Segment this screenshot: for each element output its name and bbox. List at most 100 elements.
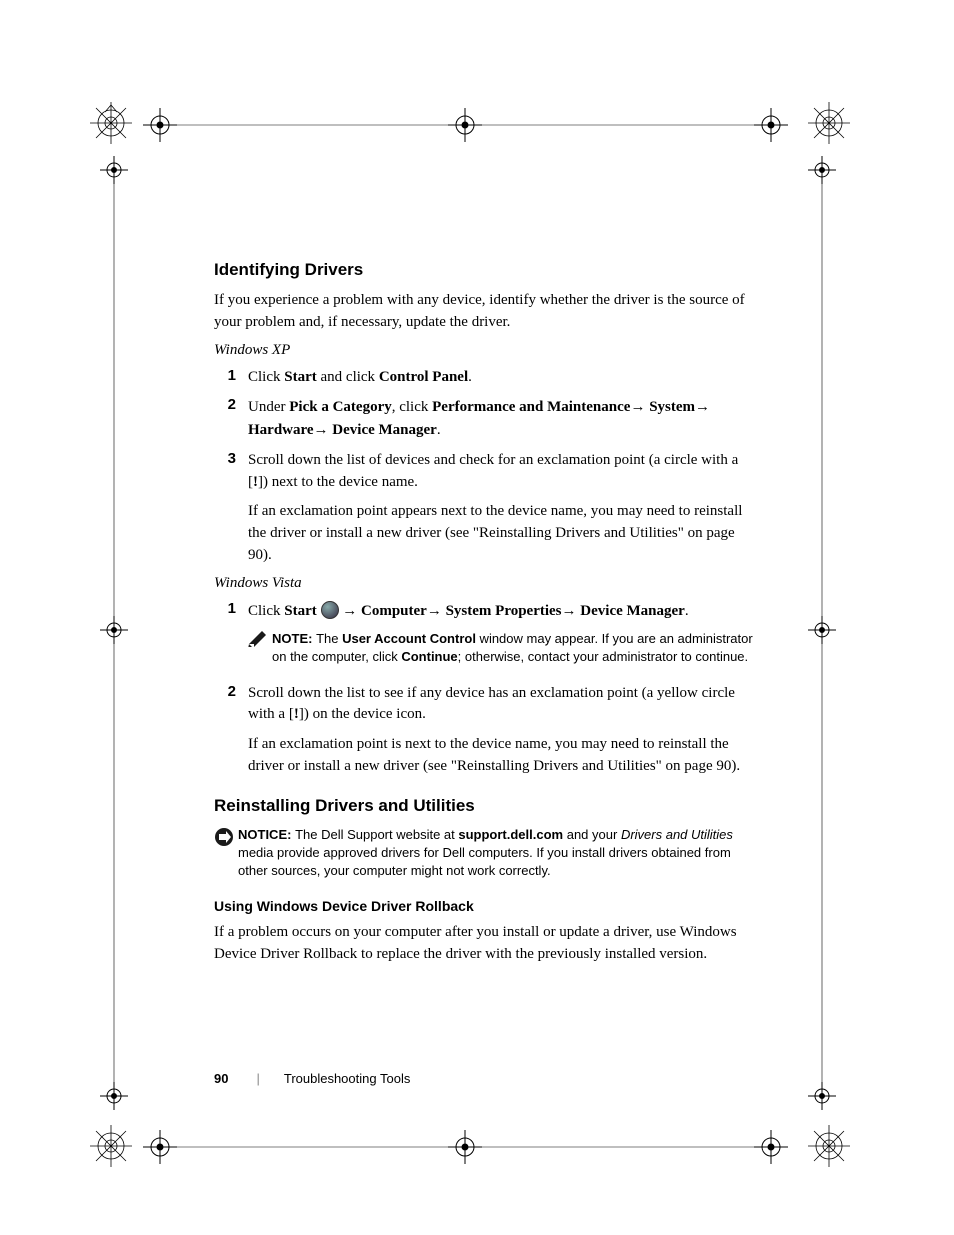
- crop-mark-reg: [808, 616, 836, 644]
- step-number: 2: [214, 396, 248, 442]
- t: ]) next to the device name.: [258, 474, 418, 490]
- t: .: [468, 369, 472, 385]
- step-xp-3: 3 Scroll down the list of devices and ch…: [214, 450, 754, 567]
- t: Drivers and Utilities: [621, 827, 733, 842]
- t: support.dell.com: [458, 827, 563, 842]
- t: .: [437, 422, 441, 438]
- step-xp-1: 1 Click Start and click Control Panel.: [214, 367, 754, 389]
- t: Hardware: [248, 422, 314, 438]
- t: Performance and Maintenance: [432, 399, 630, 415]
- arrow-icon: →: [427, 602, 442, 619]
- crop-rule: [113, 643, 115, 1083]
- crop-rule: [821, 643, 823, 1083]
- vista-start-orb-icon: [321, 601, 339, 619]
- t: System: [649, 399, 695, 415]
- t: NOTE:: [272, 631, 316, 646]
- step-text: Scroll down the list of devices and chec…: [248, 450, 754, 567]
- crop-mark-reg: [808, 1082, 836, 1110]
- t: Device Manager: [332, 422, 437, 438]
- crop-rule: [175, 124, 450, 126]
- arrow-icon: →: [562, 602, 577, 619]
- subheading-rollback: Using Windows Device Driver Rollback: [214, 898, 754, 914]
- t: Under: [248, 399, 289, 415]
- crop-mark-reg: [808, 156, 836, 184]
- os-windows-xp: Windows XP: [214, 342, 754, 359]
- step-number: 1: [214, 367, 248, 389]
- step-vista-2: 2 Scroll down the list to see if any dev…: [214, 683, 754, 778]
- crop-mark-reg: [448, 1130, 482, 1164]
- heading-identifying-drivers: Identifying Drivers: [214, 260, 754, 280]
- notice-arrow-icon: [214, 826, 238, 881]
- crop-mark-reg: [100, 1082, 128, 1110]
- crop-mark-reg: [448, 108, 482, 142]
- rollback-paragraph: If a problem occurs on your computer aft…: [214, 922, 754, 966]
- t: Start: [284, 369, 317, 385]
- crop-rule: [175, 1146, 450, 1148]
- step-text: Scroll down the list to see if any devic…: [248, 683, 754, 778]
- notice-text: NOTICE: The Dell Support website at supp…: [238, 826, 754, 881]
- crop-rule: [480, 1146, 755, 1148]
- crop-rule: [821, 183, 823, 617]
- notice-block: NOTICE: The Dell Support website at supp…: [214, 826, 754, 881]
- t: Start: [284, 603, 317, 619]
- t: Computer: [361, 603, 427, 619]
- t: Continue: [401, 649, 457, 664]
- steps-windows-xp: 1 Click Start and click Control Panel. 2…: [214, 367, 754, 567]
- t: .: [685, 603, 689, 619]
- arrow-icon: →: [630, 398, 645, 415]
- t: ]) on the device icon.: [299, 706, 426, 722]
- t: Device Manager: [580, 603, 685, 619]
- crop-mark-reg: [143, 1130, 177, 1164]
- note-pencil-icon: [248, 630, 272, 666]
- t: and your: [563, 827, 621, 842]
- step-number: 1: [214, 600, 248, 675]
- t: Pick a Category: [289, 399, 391, 415]
- crop-mark-reg: [100, 616, 128, 644]
- step-vista-1: 1 Click Start → Computer→ System Propert…: [214, 600, 754, 675]
- t: User Account Control: [342, 631, 476, 646]
- t: System Properties: [446, 603, 562, 619]
- page-footer: 90 | Troubleshooting Tools: [214, 1071, 754, 1086]
- t: Click: [248, 369, 284, 385]
- arrow-icon: →: [342, 602, 357, 619]
- t: and click: [317, 369, 379, 385]
- page-body: Identifying Drivers If you experience a …: [214, 260, 754, 974]
- crop-mark-sunburst: [808, 1125, 850, 1167]
- t: Control Panel: [379, 369, 468, 385]
- step-text: Click Start and click Control Panel.: [248, 367, 754, 389]
- crop-mark-sunburst: [90, 102, 132, 144]
- step-xp-2: 2 Under Pick a Category, click Performan…: [214, 396, 754, 442]
- t: [317, 603, 321, 619]
- t: If an exclamation point appears next to …: [248, 501, 754, 566]
- t: The Dell Support website at: [295, 827, 458, 842]
- t: media provide approved drivers for Dell …: [238, 845, 731, 878]
- step-text: Under Pick a Category, click Performance…: [248, 396, 754, 442]
- chapter-title: Troubleshooting Tools: [284, 1071, 410, 1086]
- steps-windows-vista: 1 Click Start → Computer→ System Propert…: [214, 600, 754, 778]
- t: Click: [248, 603, 284, 619]
- crop-rule: [480, 124, 755, 126]
- crop-rule: [113, 183, 115, 617]
- step-number: 2: [214, 683, 248, 778]
- arrow-icon: →: [695, 398, 710, 415]
- note-text: NOTE: The User Account Control window ma…: [272, 630, 754, 666]
- page-number: 90: [214, 1071, 228, 1086]
- crop-mark-reg: [100, 156, 128, 184]
- t: , click: [392, 399, 432, 415]
- step-number: 3: [214, 450, 248, 567]
- crop-mark-reg: [754, 1130, 788, 1164]
- crop-mark-sunburst: [90, 1125, 132, 1167]
- crop-mark-sunburst: [808, 102, 850, 144]
- arrow-icon: →: [314, 421, 329, 438]
- t: If an exclamation point is next to the d…: [248, 734, 754, 778]
- heading-reinstalling: Reinstalling Drivers and Utilities: [214, 796, 754, 816]
- crop-mark-reg: [754, 108, 788, 142]
- t: ; otherwise, contact your administrator …: [458, 649, 748, 664]
- crop-mark-reg: [143, 108, 177, 142]
- t: NOTICE:: [238, 827, 295, 842]
- note-block: NOTE: The User Account Control window ma…: [248, 630, 754, 666]
- t: The: [316, 631, 342, 646]
- intro-paragraph: If you experience a problem with any dev…: [214, 290, 754, 334]
- footer-separator: |: [256, 1071, 259, 1086]
- step-text: Click Start → Computer→ System Propertie…: [248, 600, 754, 675]
